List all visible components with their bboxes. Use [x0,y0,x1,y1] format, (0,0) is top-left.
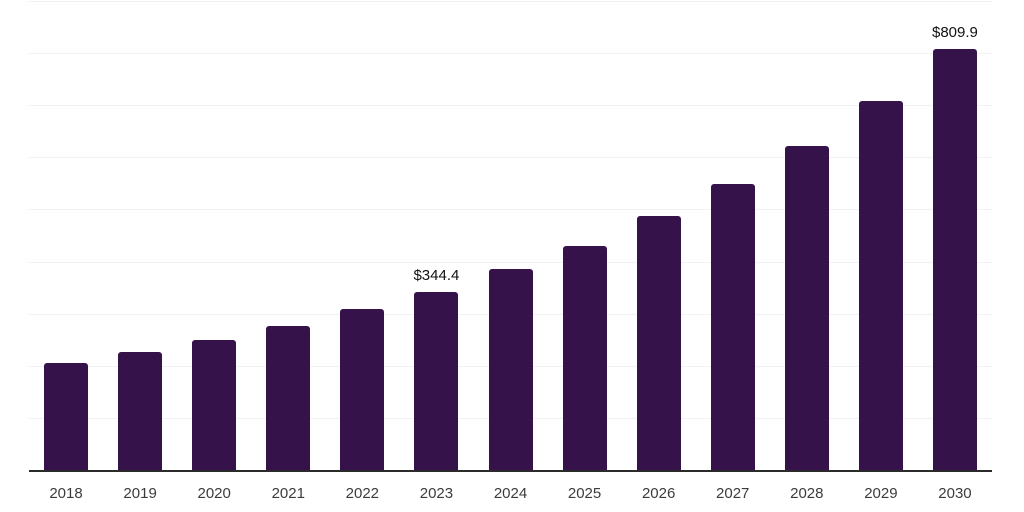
x-tick-2023: 2023 [419,485,454,502]
bar-2030 [932,48,977,471]
bar-2026 [636,216,681,471]
bar-2028 [784,145,829,471]
gridline-400 [29,261,992,263]
value-label-2023: $344.4 [413,266,460,284]
bar-2020 [192,340,237,471]
x-tick-2030: 2030 [938,485,972,502]
bar-2022 [340,309,385,471]
x-tick-2019: 2019 [123,485,157,502]
gridline-900 [29,1,992,2]
x-tick-2022: 2022 [345,485,380,502]
x-axis-line [29,470,992,472]
x-tick-2021: 2021 [271,485,305,502]
bar-2019 [118,352,163,471]
bar-2027 [710,183,755,471]
x-tick-2024: 2024 [493,485,528,502]
bar-2025 [562,246,607,471]
x-tick-2020: 2020 [197,485,231,502]
gridline-800 [29,53,992,55]
x-tick-2029: 2029 [864,485,898,502]
x-tick-2025: 2025 [567,485,602,502]
bar-2018 [44,363,89,471]
bar-2021 [266,326,311,471]
bar-2029 [858,100,903,471]
bar-2023 [414,291,459,471]
plot-area: 2018 2019 2020 2021 2022 $344.4 2023 2024 2025 20… [29,0,992,512]
x-tick-2026: 2026 [641,485,676,502]
gridline-500 [29,209,992,211]
gridline-600 [29,157,992,159]
x-tick-2027: 2027 [716,485,750,502]
gridline-700 [29,105,992,107]
x-tick-2028: 2028 [790,485,824,502]
bar-2024 [488,269,533,471]
x-tick-2018: 2018 [49,485,83,502]
value-label-2030: $809.9 [932,23,978,41]
